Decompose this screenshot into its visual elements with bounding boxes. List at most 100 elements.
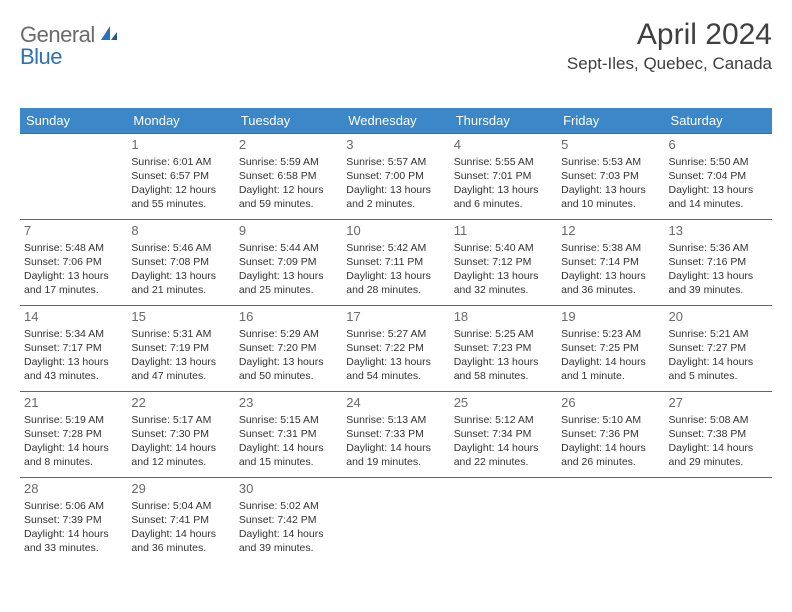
day-number: 8 — [131, 222, 230, 240]
calendar-cell: 4Sunrise: 5:55 AMSunset: 7:01 PMDaylight… — [450, 134, 557, 220]
daylight-text: Daylight: 13 hours and 32 minutes. — [454, 269, 553, 297]
day-number: 7 — [24, 222, 123, 240]
sunrise-text: Sunrise: 5:25 AM — [454, 327, 553, 341]
daylight-text: Daylight: 13 hours and 43 minutes. — [24, 355, 123, 383]
day-header: Sunday — [20, 108, 127, 134]
daylight-text: Daylight: 14 hours and 15 minutes. — [239, 441, 338, 469]
calendar-cell: 17Sunrise: 5:27 AMSunset: 7:22 PMDayligh… — [342, 306, 449, 392]
calendar-table: SundayMondayTuesdayWednesdayThursdayFrid… — [20, 108, 772, 564]
calendar-cell: 10Sunrise: 5:42 AMSunset: 7:11 PMDayligh… — [342, 220, 449, 306]
sunrise-text: Sunrise: 5:59 AM — [239, 155, 338, 169]
calendar-cell — [450, 478, 557, 564]
daylight-text: Daylight: 13 hours and 6 minutes. — [454, 183, 553, 211]
calendar-cell: 6Sunrise: 5:50 AMSunset: 7:04 PMDaylight… — [665, 134, 772, 220]
sunset-text: Sunset: 7:14 PM — [561, 255, 660, 269]
day-number: 13 — [669, 222, 768, 240]
sunset-text: Sunset: 6:58 PM — [239, 169, 338, 183]
sunset-text: Sunset: 7:19 PM — [131, 341, 230, 355]
sunrise-text: Sunrise: 5:21 AM — [669, 327, 768, 341]
calendar-week: 28Sunrise: 5:06 AMSunset: 7:39 PMDayligh… — [20, 478, 772, 564]
sunrise-text: Sunrise: 5:15 AM — [239, 413, 338, 427]
calendar-cell: 9Sunrise: 5:44 AMSunset: 7:09 PMDaylight… — [235, 220, 342, 306]
calendar-cell: 20Sunrise: 5:21 AMSunset: 7:27 PMDayligh… — [665, 306, 772, 392]
calendar-cell — [665, 478, 772, 564]
daylight-text: Daylight: 13 hours and 36 minutes. — [561, 269, 660, 297]
calendar-cell: 19Sunrise: 5:23 AMSunset: 7:25 PMDayligh… — [557, 306, 664, 392]
sunset-text: Sunset: 7:39 PM — [24, 513, 123, 527]
daylight-text: Daylight: 13 hours and 54 minutes. — [346, 355, 445, 383]
day-number: 12 — [561, 222, 660, 240]
sunrise-text: Sunrise: 5:02 AM — [239, 499, 338, 513]
calendar-week: 14Sunrise: 5:34 AMSunset: 7:17 PMDayligh… — [20, 306, 772, 392]
calendar-cell: 30Sunrise: 5:02 AMSunset: 7:42 PMDayligh… — [235, 478, 342, 564]
day-number: 5 — [561, 136, 660, 154]
brand-name-row2: Blue — [20, 44, 62, 70]
daylight-text: Daylight: 14 hours and 1 minute. — [561, 355, 660, 383]
sunrise-text: Sunrise: 5:44 AM — [239, 241, 338, 255]
sunset-text: Sunset: 7:20 PM — [239, 341, 338, 355]
brand-name-part2: Blue — [20, 44, 62, 69]
calendar-cell: 7Sunrise: 5:48 AMSunset: 7:06 PMDaylight… — [20, 220, 127, 306]
daylight-text: Daylight: 14 hours and 8 minutes. — [24, 441, 123, 469]
sunset-text: Sunset: 7:23 PM — [454, 341, 553, 355]
sunset-text: Sunset: 7:28 PM — [24, 427, 123, 441]
sunrise-text: Sunrise: 5:27 AM — [346, 327, 445, 341]
sunset-text: Sunset: 7:31 PM — [239, 427, 338, 441]
calendar-cell: 13Sunrise: 5:36 AMSunset: 7:16 PMDayligh… — [665, 220, 772, 306]
day-header: Friday — [557, 108, 664, 134]
title-block: April 2024 Sept-Iles, Quebec, Canada — [567, 18, 772, 74]
daylight-text: Daylight: 13 hours and 17 minutes. — [24, 269, 123, 297]
day-number: 16 — [239, 308, 338, 326]
calendar-cell — [557, 478, 664, 564]
sunrise-text: Sunrise: 5:36 AM — [669, 241, 768, 255]
day-number: 25 — [454, 394, 553, 412]
sunset-text: Sunset: 7:04 PM — [669, 169, 768, 183]
day-number: 22 — [131, 394, 230, 412]
day-number: 14 — [24, 308, 123, 326]
day-number: 1 — [131, 136, 230, 154]
daylight-text: Daylight: 12 hours and 55 minutes. — [131, 183, 230, 211]
sunrise-text: Sunrise: 5:08 AM — [669, 413, 768, 427]
sunset-text: Sunset: 7:17 PM — [24, 341, 123, 355]
daylight-text: Daylight: 13 hours and 14 minutes. — [669, 183, 768, 211]
calendar-cell: 28Sunrise: 5:06 AMSunset: 7:39 PMDayligh… — [20, 478, 127, 564]
daylight-text: Daylight: 13 hours and 39 minutes. — [669, 269, 768, 297]
sunrise-text: Sunrise: 5:23 AM — [561, 327, 660, 341]
sunset-text: Sunset: 7:01 PM — [454, 169, 553, 183]
day-number: 17 — [346, 308, 445, 326]
day-number: 9 — [239, 222, 338, 240]
daylight-text: Daylight: 13 hours and 50 minutes. — [239, 355, 338, 383]
daylight-text: Daylight: 13 hours and 2 minutes. — [346, 183, 445, 211]
calendar-cell: 15Sunrise: 5:31 AMSunset: 7:19 PMDayligh… — [127, 306, 234, 392]
day-number: 21 — [24, 394, 123, 412]
sunrise-text: Sunrise: 5:34 AM — [24, 327, 123, 341]
day-number: 26 — [561, 394, 660, 412]
sunset-text: Sunset: 7:27 PM — [669, 341, 768, 355]
day-number: 3 — [346, 136, 445, 154]
day-number: 28 — [24, 480, 123, 498]
page-header: General April 2024 Sept-Iles, Quebec, Ca… — [20, 18, 772, 74]
sunrise-text: Sunrise: 5:38 AM — [561, 241, 660, 255]
daylight-text: Daylight: 14 hours and 29 minutes. — [669, 441, 768, 469]
sunrise-text: Sunrise: 5:48 AM — [24, 241, 123, 255]
sunset-text: Sunset: 6:57 PM — [131, 169, 230, 183]
calendar-head: SundayMondayTuesdayWednesdayThursdayFrid… — [20, 108, 772, 134]
daylight-text: Daylight: 14 hours and 19 minutes. — [346, 441, 445, 469]
day-number: 19 — [561, 308, 660, 326]
daylight-text: Daylight: 13 hours and 21 minutes. — [131, 269, 230, 297]
sunset-text: Sunset: 7:08 PM — [131, 255, 230, 269]
sunset-text: Sunset: 7:25 PM — [561, 341, 660, 355]
sunrise-text: Sunrise: 5:40 AM — [454, 241, 553, 255]
calendar-cell: 3Sunrise: 5:57 AMSunset: 7:00 PMDaylight… — [342, 134, 449, 220]
daylight-text: Daylight: 13 hours and 28 minutes. — [346, 269, 445, 297]
day-header: Wednesday — [342, 108, 449, 134]
daylight-text: Daylight: 14 hours and 26 minutes. — [561, 441, 660, 469]
sunrise-text: Sunrise: 5:13 AM — [346, 413, 445, 427]
calendar-cell — [20, 134, 127, 220]
daylight-text: Daylight: 14 hours and 5 minutes. — [669, 355, 768, 383]
sunset-text: Sunset: 7:11 PM — [346, 255, 445, 269]
calendar-cell: 16Sunrise: 5:29 AMSunset: 7:20 PMDayligh… — [235, 306, 342, 392]
calendar-cell: 21Sunrise: 5:19 AMSunset: 7:28 PMDayligh… — [20, 392, 127, 478]
sunset-text: Sunset: 7:09 PM — [239, 255, 338, 269]
daylight-text: Daylight: 14 hours and 12 minutes. — [131, 441, 230, 469]
